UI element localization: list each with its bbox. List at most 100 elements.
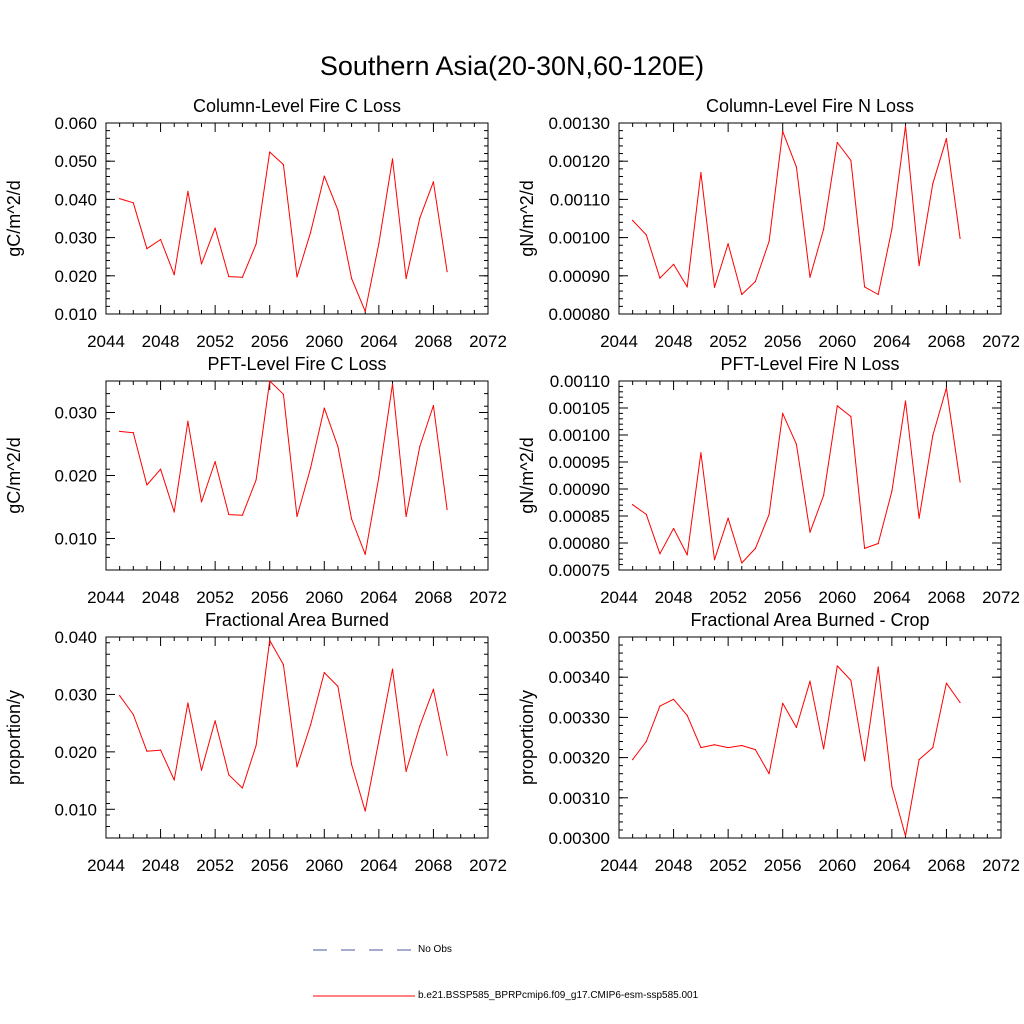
x-tick-label: 2068 [415,588,453,607]
y-tick-label: 0.020 [54,267,97,286]
data-point [337,685,339,687]
data-point [863,760,866,762]
y-tick-label: 0.00100 [549,426,610,445]
data-point [700,452,702,454]
x-tick-label: 2052 [196,856,234,875]
data-point [350,518,353,520]
series-line [632,665,961,837]
data-point [863,286,866,288]
data-point [659,553,661,555]
y-tick-label: 0.020 [54,743,97,762]
chart-panel-6: Fractional Area Burned - Crop proportion/… [517,610,1020,875]
data-point [146,484,148,486]
plot-frame [618,380,1002,571]
data-point [132,202,134,204]
data-point [296,766,298,768]
data-point [173,274,175,276]
data-point [159,468,162,470]
data-point [214,227,216,229]
data-point [269,639,271,642]
data-point [918,759,920,761]
data-point [173,511,175,513]
x-tick-label: 2056 [764,332,802,351]
y-tick-label: 0.040 [54,628,97,647]
data-point [296,515,298,518]
data-point [391,383,394,385]
data-point [632,219,634,222]
data-point [904,400,907,402]
data-point [241,787,244,789]
data-point [809,680,811,682]
data-point [891,785,893,788]
x-tick-label: 2064 [873,588,911,607]
data-point [132,713,134,716]
data-point [877,666,879,668]
data-point [795,726,797,729]
data-point [727,243,729,245]
data-point [159,238,162,241]
y-tick-label: 0.00300 [549,829,610,848]
data-point [904,125,907,127]
data-point [255,479,257,481]
y-axis-label: gC/m^2/d [4,180,24,256]
y-tick-label: 0.00095 [549,453,610,472]
data-point [200,263,203,265]
x-tick-label: 2052 [709,332,747,351]
data-point [200,769,203,771]
data-point [632,759,634,761]
x-tick-label: 2068 [415,856,453,875]
data-point [405,277,407,280]
x-tick-label: 2072 [982,588,1020,607]
x-tick-label: 2072 [469,588,507,607]
y-tick-label: 0.00105 [549,399,610,418]
series-line [119,380,448,555]
data-point [432,688,435,690]
data-point [419,725,421,727]
data-point [378,739,380,741]
x-tick-label: 2068 [928,588,966,607]
plot-frame [618,636,1002,839]
x-tick-label: 2048 [655,332,693,351]
series-line [119,639,448,812]
data-point [782,130,784,133]
data-point [713,744,716,746]
y-axis-label: proportion/y [517,690,537,785]
data-point [405,770,407,772]
x-tick-label: 2052 [709,856,747,875]
y-tick-label: 0.00350 [549,628,610,647]
data-point [891,228,893,230]
plot-frame [105,380,489,571]
data-point [659,705,661,707]
data-point [945,387,948,389]
data-point [337,445,339,448]
data-point [419,445,421,448]
data-point [419,217,421,219]
data-point [741,562,743,564]
data-point [405,515,407,518]
chart-panel-5: Fractional Area Burned proportion/y 2044 20… [4,610,507,875]
data-point [836,665,838,667]
y-tick-label: 0.010 [54,305,97,324]
panel-title: Column-Level Fire N Loss [706,96,914,116]
plot-frame [618,122,1002,315]
data-point [795,166,797,168]
y-tick-label: 0.010 [54,800,97,819]
x-tick-label: 2068 [928,856,966,875]
x-tick-label: 2056 [251,332,289,351]
y-tick-label: 0.00120 [549,152,610,171]
data-point [296,276,298,278]
data-point [877,293,879,296]
data-point [200,501,203,503]
data-point [187,420,189,422]
data-point [672,263,675,265]
data-point [809,276,811,278]
y-tick-label: 0.00340 [549,668,610,687]
data-point [713,286,716,288]
data-point [146,750,148,752]
x-tick-label: 2060 [818,856,856,875]
x-tick-label: 2064 [873,332,911,351]
y-tick-label: 0.00110 [550,190,610,209]
y-tick-label: 0.00075 [549,561,610,580]
data-point [823,228,825,230]
data-point [282,663,284,666]
